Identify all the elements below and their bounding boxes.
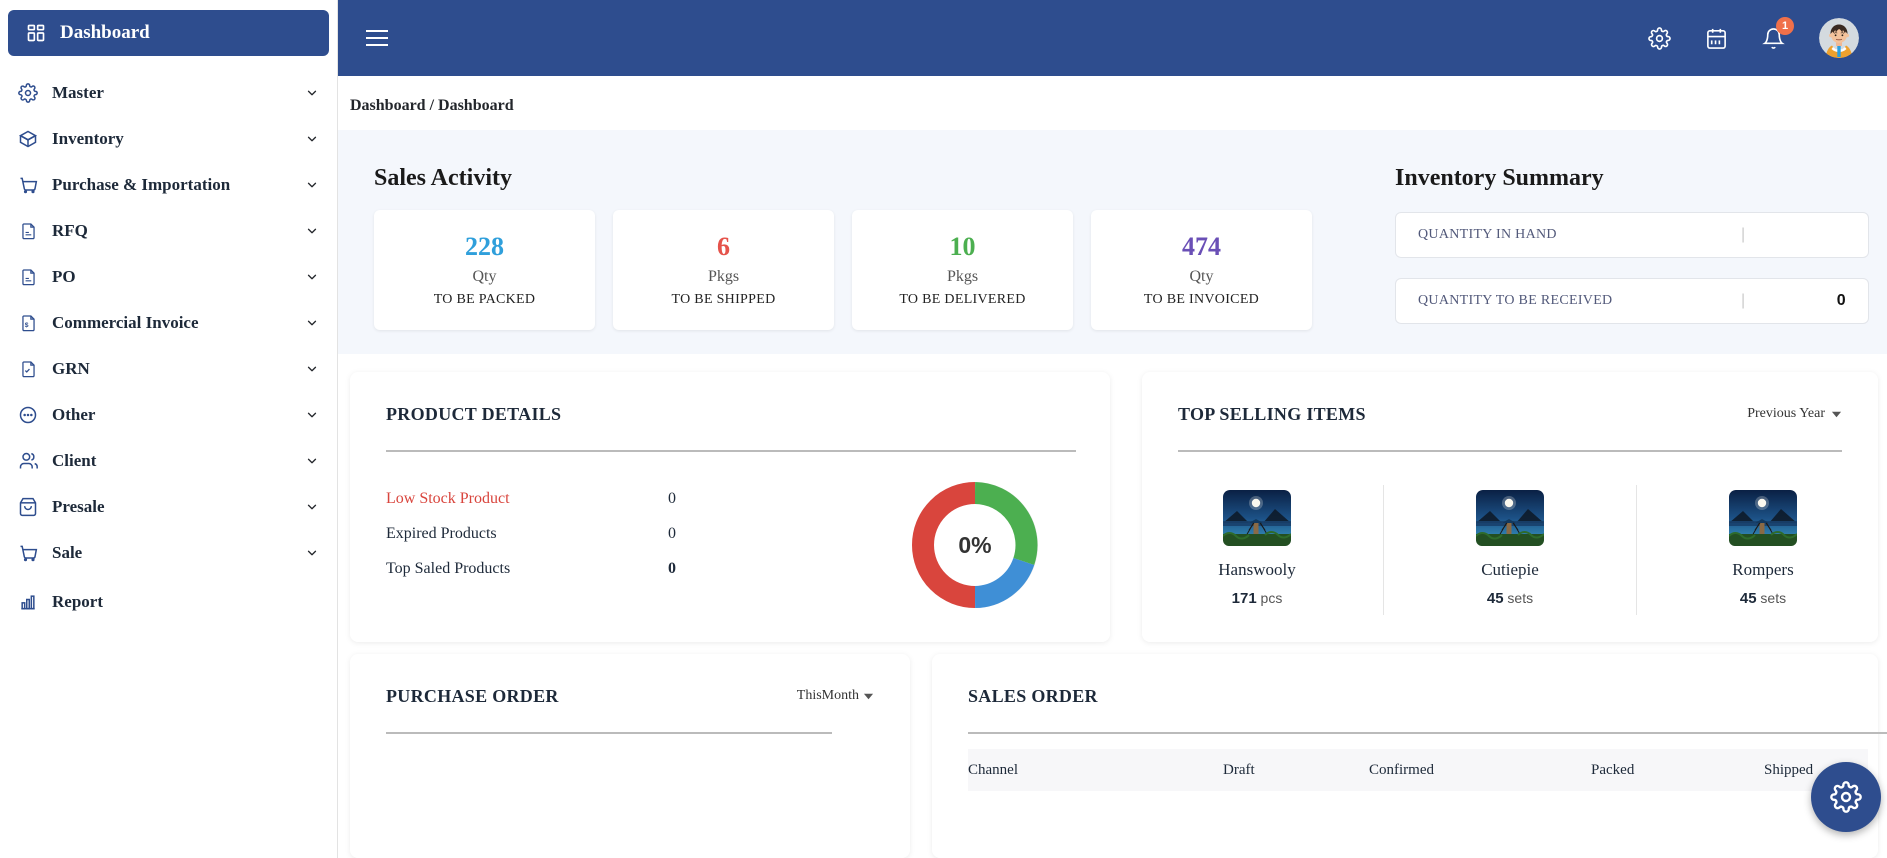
svg-text:0%: 0% xyxy=(958,532,991,558)
svg-text:$: $ xyxy=(24,322,28,329)
